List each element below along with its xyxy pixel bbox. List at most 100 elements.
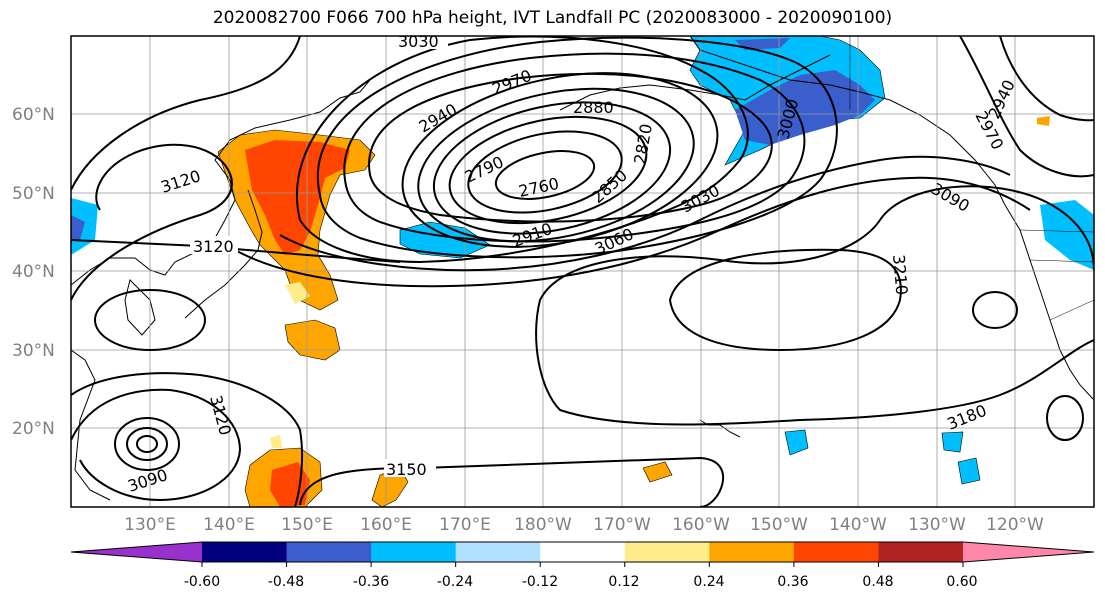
contour-3090-north [234, 176, 1031, 288]
contour-3000 [316, 36, 838, 259]
contour-west-oval [94, 289, 206, 351]
contour-3120-loop [71, 143, 233, 301]
lat-label: 50°N [12, 184, 55, 204]
colorbar-label: -0.36 [353, 574, 389, 590]
mid-pacific-orange-spot [642, 461, 673, 483]
contour-ne-loop [959, 36, 1094, 178]
colorbar-swatch [624, 542, 710, 562]
state-border-3 [1049, 299, 1094, 321]
colorbar-swatch [709, 542, 795, 562]
east-edge-blue-region [1040, 200, 1094, 270]
colorbar-swatch [878, 542, 964, 562]
contour-coast-loop-2 [1046, 395, 1084, 441]
lon-label: 130°E [124, 515, 176, 535]
lon-label: 150°E [281, 515, 333, 535]
lat-label: 20°N [12, 419, 55, 439]
gulf-of-alaska-darkblue-region [735, 70, 875, 145]
contour-label: 3210 [889, 254, 911, 296]
aleutian-coastline [559, 54, 831, 111]
contour-label: 3030 [398, 32, 439, 51]
colorbar-swatch [371, 542, 457, 562]
gridlines [71, 36, 1094, 507]
contour-2850 [432, 101, 672, 235]
contour-3180 [535, 185, 1094, 426]
alaska-coastline [689, 36, 1006, 206]
colorbar-label: -0.12 [522, 574, 558, 590]
colorbar-swatches [70, 541, 1095, 563]
colorbar-label: 0.48 [862, 574, 893, 590]
lat-label: 60°N [12, 105, 55, 125]
colorbar-label: 0.12 [608, 574, 639, 590]
north-blue-top [735, 38, 790, 50]
colorbar-label: 0.24 [693, 574, 724, 590]
colorbar-label: -0.48 [268, 574, 304, 590]
lon-label: 140°W [829, 515, 887, 535]
west-edge-darkblue-region [71, 215, 85, 240]
colorbar-swatch [455, 542, 541, 562]
map-area: 3030 2970 2940 2880 2820 2790 2760 2850 … [71, 32, 1094, 507]
hawaii-blue-spot-3 [957, 457, 981, 485]
contour-west-big-loop [71, 36, 301, 191]
colorbar-swatch [793, 542, 879, 562]
longitude-labels: 130°E 140°E 150°E 160°E 170°E 180°W 170°… [124, 515, 1044, 535]
map-title: 2020082700 F066 700 hPa height, IVT Land… [212, 8, 893, 28]
colorbar-extend-low [71, 542, 202, 562]
map-frame [70, 35, 1095, 508]
contour-3210 [668, 248, 902, 352]
lon-label: 180°W [514, 515, 572, 535]
pacific-northwest-orange-spot [1037, 116, 1050, 126]
height-contours [71, 36, 1094, 507]
colorbar-label: -0.60 [184, 574, 220, 590]
china-south-coastline [71, 349, 111, 501]
central-pacific-blue-region [399, 221, 491, 259]
contour-3060 [279, 155, 1011, 272]
contour-2940 [368, 72, 773, 223]
contour-south-inner-1 [114, 417, 180, 471]
lon-label: 160°W [672, 515, 730, 535]
contour-ne-loop-2 [999, 36, 1094, 122]
state-border-2 [1029, 259, 1094, 263]
lon-label: 170°W [593, 515, 651, 535]
latitude-labels: 60°N 50°N 40°N 30°N 20°N [12, 105, 55, 439]
south-yellow-spot [270, 435, 282, 448]
lon-label: 130°W [908, 515, 966, 535]
contour-coast-loop [972, 291, 1018, 329]
contour-south-inner-2 [126, 427, 168, 461]
colorbar-extend-high [963, 542, 1094, 562]
colorbar-swatch [286, 542, 372, 562]
lat-label: 30°N [12, 341, 55, 361]
asia-coastline [71, 79, 371, 286]
colorbar-label: 0.36 [777, 574, 808, 590]
colorbar-tick-labels: -0.60 -0.48 -0.36 -0.24 -0.12 0.12 0.24 … [184, 574, 978, 590]
colorbar-label: 0.60 [946, 574, 977, 590]
lon-label: 120°W [986, 515, 1044, 535]
japan-yellow-fringe [285, 282, 310, 304]
contour-2820 [448, 115, 648, 225]
lon-label: 170°E [439, 515, 491, 535]
contour-2970 [343, 52, 806, 243]
colorbar-label: -0.24 [437, 574, 473, 590]
lon-label: 150°W [750, 515, 808, 535]
contour-3090-south [71, 388, 242, 502]
hawaii-blue-spot-2 [941, 431, 964, 453]
contour-3120-south [71, 372, 304, 507]
lon-label: 140°E [203, 515, 255, 535]
contour-label: 3120 [193, 237, 234, 256]
lat-label: 40°N [12, 262, 55, 282]
hawaii-blue-spot-1 [784, 429, 809, 456]
contour-south-inner-3 [136, 435, 158, 453]
colorbar-ticks [201, 562, 964, 567]
contour-label: 2880 [573, 98, 614, 117]
colorbar-swatch [202, 542, 288, 562]
contour-2880 [417, 87, 695, 243]
contour-3150 [299, 456, 724, 507]
colorbar: -0.60 -0.48 -0.36 -0.24 -0.12 0.12 0.24 … [70, 541, 1095, 590]
contour-2760 [494, 150, 596, 200]
colorbar-swatch [540, 542, 626, 562]
lon-label: 160°E [360, 515, 412, 535]
contour-label: 3150 [386, 460, 427, 479]
contour-3030 [295, 36, 749, 264]
contour-2790 [467, 130, 623, 214]
south-red-region [270, 462, 310, 507]
